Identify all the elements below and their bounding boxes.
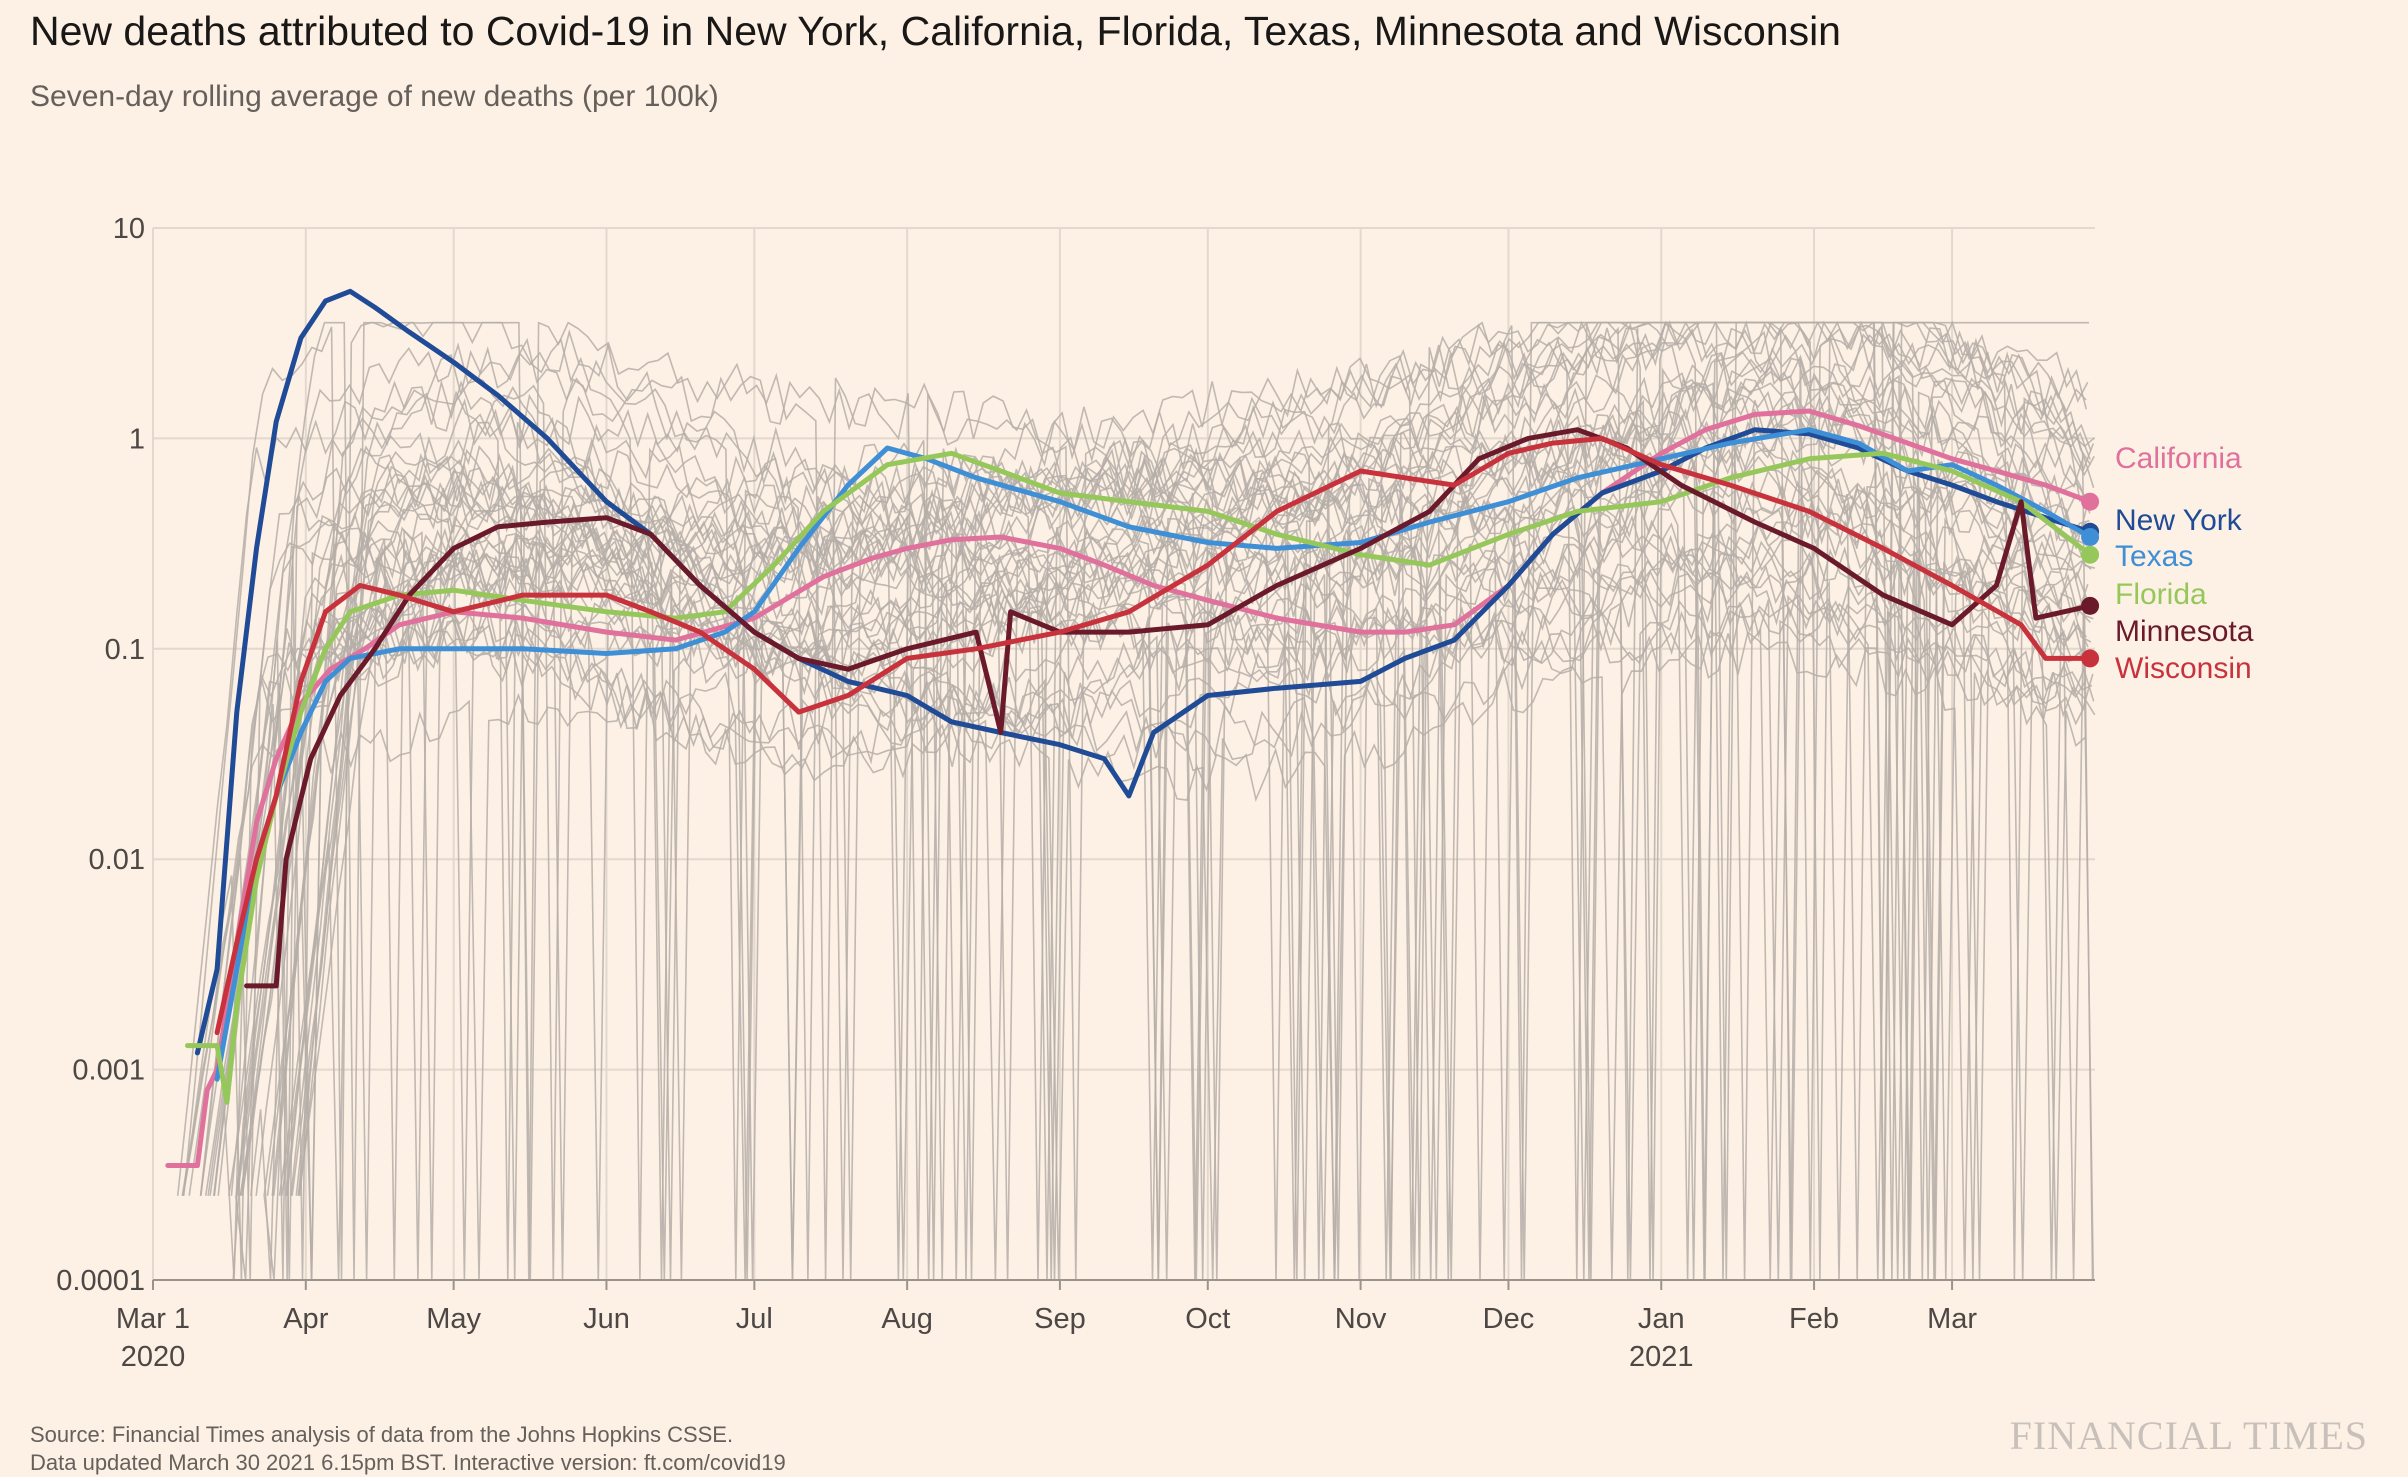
x-tick-label: Jul [736,1303,773,1335]
background-state-line [297,380,2094,1281]
series-label-wisconsin: Wisconsin [2115,652,2252,685]
background-state-line [241,340,2087,1196]
chart-title: New deaths attributed to Covid-19 in New… [30,8,1841,54]
highlight-series-layer [165,288,2100,1168]
x-tick-label: Mar 1 [116,1303,190,1335]
chart-subtitle: Seven-day rolling average of new deaths … [30,80,719,113]
y-tick-label: 0.01 [89,844,145,876]
y-tick-label: 0.1 [105,634,145,666]
x-tick-sublabel: 2020 [121,1341,186,1373]
series-label-new-york: New York [2115,504,2243,537]
x-tick-sublabel: 2021 [1629,1341,1694,1373]
x-tick-label: Jan [1638,1303,1685,1335]
background-state-line [263,375,2089,1281]
series-label-florida: Florida [2115,578,2207,611]
source-line-1: Source: Financial Times analysis of data… [30,1422,734,1447]
background-state-line [213,329,2088,1281]
x-tick-label: Jun [583,1303,630,1335]
background-state-line [182,517,2087,1281]
y-tick-label: 0.001 [72,1055,145,1087]
background-state-line [176,364,2091,1281]
series-line-new-york [194,288,2093,1056]
axis-layer: 10 1 0.1 0.01 0.001 0.0001 Mar 1 2020 Apr May Jun J… [56,213,2095,1373]
series-line-wisconsin [214,435,2093,1036]
x-tick-label: May [426,1303,481,1335]
background-state-line [213,357,2088,1281]
y-tick-label: 0.0001 [56,1265,145,1297]
series-line-california [165,408,2093,1168]
background-state-line [290,419,2096,1281]
grid-layer [152,227,2095,1281]
x-tick-label: Apr [283,1303,328,1335]
ft-logo: FINANCIAL TIMES [2009,1413,2368,1458]
background-state-line [209,410,2094,1281]
background-series-layer [176,320,2096,1281]
x-tick-label: Oct [1185,1303,1230,1335]
x-tick-label: Aug [881,1303,933,1335]
x-tick-label: Dec [1483,1303,1535,1335]
series-end-dot-minnesota [2081,596,2100,615]
series-end-dot-florida [2081,545,2100,564]
background-state-line [217,375,2092,1281]
series-end-dot-california [2081,492,2100,511]
series-end-dot-texas [2081,527,2100,546]
x-tick-label: Feb [1789,1303,1839,1335]
background-state-line [232,447,2088,1281]
source-note: Source: Financial Times analysis of data… [30,1421,786,1477]
y-tick-label: 10 [113,213,145,245]
x-tick-label: Mar [1927,1303,1977,1335]
background-state-line [241,464,2087,1281]
series-end-dot-wisconsin [2081,649,2100,668]
source-line-2: Data updated March 30 2021 6.15pm BST. I… [30,1450,786,1475]
background-state-line [199,383,2095,1281]
series-line-florida [185,450,2093,1105]
background-state-line [273,320,2089,1196]
x-tick-label: Nov [1335,1303,1387,1335]
y-tick-label: 1 [129,423,145,455]
background-state-line [181,490,2096,1281]
series-label-minnesota: Minnesota [2115,615,2254,648]
background-state-line [281,382,2087,1281]
background-state-line [235,407,2091,1281]
series-line-minnesota [244,427,2093,989]
series-label-california: California [2115,442,2242,475]
background-state-line [263,446,2089,1281]
series-line-texas [214,427,2093,1082]
series-label-texas: Texas [2115,540,2193,573]
background-state-line [182,321,2088,1281]
x-tick-label: Sep [1034,1303,1086,1335]
background-state-line [200,320,2095,1281]
